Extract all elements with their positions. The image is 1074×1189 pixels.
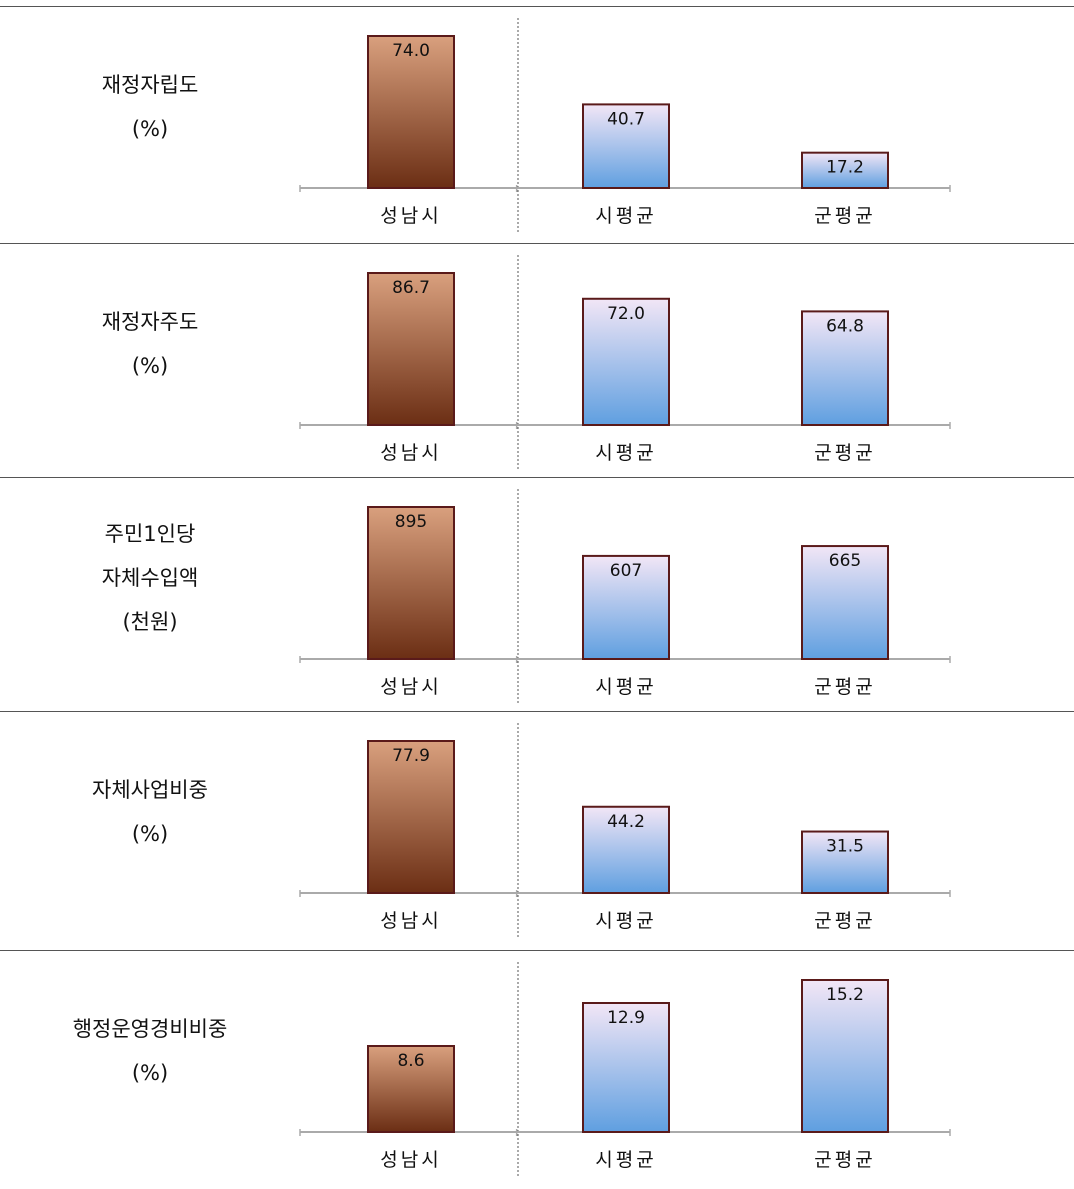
chart-row-label-line: 재정자주도 [101,310,199,334]
bar-average [801,545,889,660]
chart-row-label: 자체사업비중 (%) [0,768,300,856]
chart-row-label: 재정자립도 (%) [0,63,300,151]
bar-value-label: 31.5 [826,837,864,857]
bar-value-label: 15.2 [826,985,864,1005]
bar-value-label: 17.2 [826,158,864,178]
bar-seongnam [367,740,455,894]
category-label: 군평균 [814,676,875,698]
bar-chart: 8.6 성남시 12.9 시평균 15.2 군평균 [299,962,951,1177]
chart-row-label-line: 자체수입액 [101,566,199,590]
bar-average [582,554,670,660]
bar-average [582,1002,670,1133]
row-separator [0,477,1074,478]
category-label: 성남시 [380,676,441,698]
row-separator [0,6,1074,7]
bar-value-label: 44.2 [607,812,645,832]
bar-value-label: 64.8 [826,316,864,336]
bar-average [582,103,670,189]
category-label: 성남시 [380,205,441,227]
chart-row-label-line: (%) [131,117,169,141]
category-label: 시평균 [595,442,656,464]
bar-average [801,830,889,894]
bar-average [582,805,670,894]
chart-row: 재정자주도 (%) 86.7 성남시 72.0 시평균 64.8 군평균 [0,243,1074,480]
chart-row: 행정운영경비비중 (%) 8.6 성남시 12.9 시평균 15.2 군평균 [0,950,1074,1187]
chart-row: 자체사업비중 (%) 77.9 성남시 44.2 시평균 31.5 군평균 [0,711,1074,948]
chart-row-label-line: (%) [131,1061,169,1085]
chart-row-label-line: 자체사업비중 [92,778,208,802]
bar-value-label: 665 [829,551,861,571]
chart-row-label-line: (%) [131,354,169,378]
bar-value-label: 895 [395,512,427,532]
bar-value-label: 607 [610,561,642,581]
bar-value-label: 8.6 [397,1051,424,1071]
chart-row: 재정자립도 (%) 74.0 성남시 40.7 시평균 17.2 군평균 [0,6,1074,243]
category-label: 시평균 [595,205,656,227]
category-label: 시평균 [595,676,656,698]
category-label: 군평균 [814,442,875,464]
category-label: 군평균 [814,205,875,227]
bar-chart: 77.9 성남시 44.2 시평균 31.5 군평균 [299,723,951,938]
bar-value-label: 12.9 [607,1008,645,1028]
chart-row-label-line: 재정자립도 [101,73,199,97]
bar-value-label: 72.0 [607,304,645,324]
category-label: 시평균 [595,910,656,932]
bar-chart: 74.0 성남시 40.7 시평균 17.2 군평균 [299,18,951,233]
chart-row-label: 재정자주도 (%) [0,300,300,388]
bar-seongnam [367,272,455,426]
row-separator [0,711,1074,712]
category-label: 군평균 [814,1149,875,1171]
bar-value-label: 86.7 [392,278,430,298]
chart-row-label-line: 행정운영경비비중 [72,1017,228,1041]
bar-chart: 895 성남시 607 시평균 665 군평균 [299,489,951,704]
chart-row-label-line: (천원) [122,610,178,634]
bar-average [582,297,670,426]
chart-row-label-line: 주민1인당 [104,522,196,546]
category-label: 성남시 [380,910,441,932]
bar-seongnam [367,1045,455,1133]
bar-value-label: 74.0 [392,41,430,61]
bar-value-label: 40.7 [607,109,645,129]
bar-chart: 86.7 성남시 72.0 시평균 64.8 군평균 [299,255,951,470]
row-separator [0,950,1074,951]
bar-average [801,310,889,426]
category-label: 성남시 [380,442,441,464]
bar-value-label: 77.9 [392,746,430,766]
bar-average [801,151,889,190]
bar-average [801,979,889,1133]
category-label: 시평균 [595,1149,656,1171]
chart-row-label: 행정운영경비비중 (%) [0,1007,300,1095]
chart-row-label-line: (%) [131,822,169,846]
row-separator [0,243,1074,244]
bar-seongnam [367,506,455,660]
bar-seongnam [367,35,455,189]
category-label: 성남시 [380,1149,441,1171]
category-label: 군평균 [814,910,875,932]
